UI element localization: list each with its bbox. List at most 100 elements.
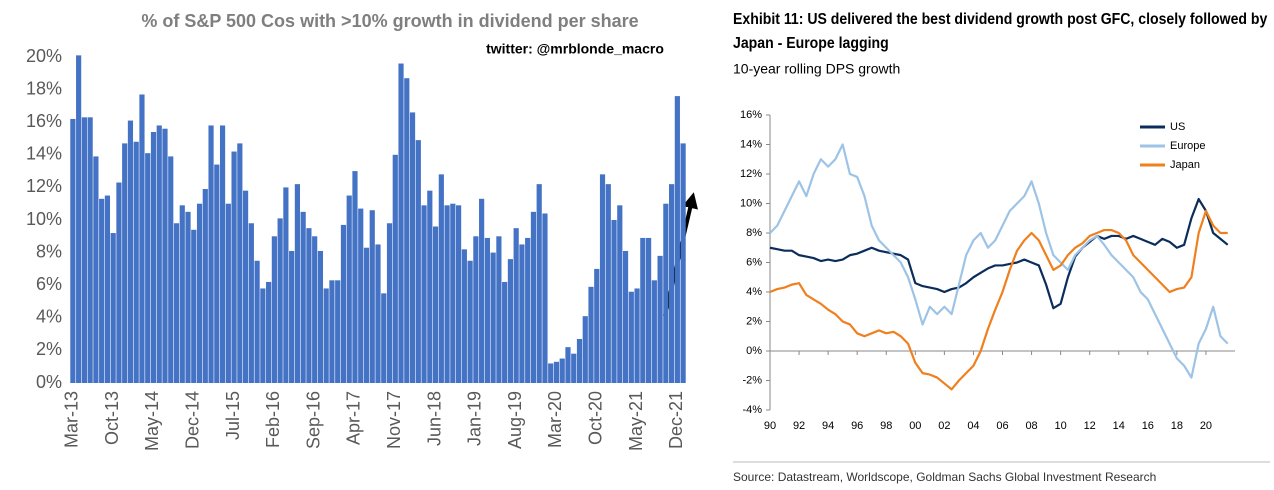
bar: [266, 281, 272, 383]
bar: [104, 195, 111, 383]
bar: [513, 228, 519, 383]
x-tick-label: 96: [851, 420, 863, 432]
x-tick-label: Oct-20: [586, 391, 606, 445]
bar: [185, 211, 191, 383]
y-tick-label: 20%: [26, 46, 62, 66]
bar: [496, 236, 502, 383]
bar: [352, 171, 358, 383]
line-series: [769, 197, 1229, 310]
bar: [386, 223, 393, 383]
y-tick-label: 16%: [740, 109, 762, 121]
bar: [271, 236, 277, 383]
chart-title: % of S&P 500 Cos with >10% growth in div…: [141, 11, 638, 31]
legend-label: Europe: [1170, 140, 1205, 152]
bar: [306, 228, 312, 383]
bar: [81, 117, 87, 383]
x-tick-label: 12: [1084, 420, 1096, 432]
bar: [548, 363, 554, 383]
bar: [553, 361, 560, 383]
chart-subtitle: 10-year rolling DPS growth: [733, 61, 900, 77]
bar: [191, 229, 197, 383]
bar: [70, 118, 76, 383]
y-tick-label: 10%: [740, 197, 762, 209]
bar: [479, 198, 485, 383]
bar: [300, 211, 306, 383]
x-tick-label: 14: [1113, 420, 1125, 432]
bar: [248, 223, 254, 383]
bar: [490, 252, 496, 383]
y-tick-label: 4%: [746, 286, 762, 298]
bar: [254, 260, 260, 383]
bar: [409, 112, 416, 384]
legend-label: US: [1170, 121, 1185, 133]
bar: [651, 280, 657, 383]
x-tick-label: 20: [1200, 420, 1212, 432]
bar: [214, 164, 220, 383]
bar: [530, 211, 537, 383]
legend-label: Japan: [1170, 159, 1200, 171]
bar: [565, 347, 571, 383]
bar: [404, 78, 410, 383]
bar: [680, 143, 686, 383]
bar: [640, 237, 646, 383]
annotation: twitter: @mrblonde_macro: [486, 41, 664, 57]
line-series: [769, 143, 1229, 379]
bar: [127, 120, 134, 383]
bar: [392, 154, 398, 383]
bar: [93, 156, 99, 383]
bar: [622, 250, 629, 383]
x-tick-label: Sep-16: [303, 391, 323, 449]
bar: [294, 184, 300, 383]
x-tick-label: Mar-13: [62, 391, 82, 448]
x-tick-label: 08: [1025, 420, 1037, 432]
chart-title: Exhibit 11: US delivered the best divide…: [733, 11, 1268, 52]
bar: [415, 140, 421, 383]
y-tick-label: 12%: [740, 168, 762, 180]
bar: [133, 141, 139, 383]
bar: [456, 205, 462, 383]
x-tick-label: Oct-13: [102, 391, 122, 445]
bar: [582, 316, 588, 383]
bar: [289, 250, 295, 383]
y-tick-label: 14%: [26, 144, 62, 164]
bar: [467, 260, 473, 383]
y-tick-label: 8%: [746, 227, 762, 239]
bar: [317, 250, 324, 383]
bar: [525, 237, 531, 383]
x-tick-label: 10: [1055, 420, 1067, 432]
bar: [335, 280, 341, 383]
y-tick-label: 16%: [26, 111, 62, 131]
bar: [116, 182, 122, 383]
x-tick-label: Dec-14: [183, 391, 203, 449]
bar: [381, 293, 387, 383]
bar: [588, 286, 594, 383]
y-tick-label: 12%: [26, 176, 62, 196]
x-tick-label: Nov-17: [384, 391, 404, 449]
x-tick-label: Mar-20: [545, 391, 565, 448]
bar: [438, 174, 444, 383]
bar: [156, 125, 162, 384]
bar: [277, 218, 283, 383]
bar: [375, 244, 381, 383]
bar: [363, 247, 370, 383]
bar: [173, 223, 180, 383]
bar: [358, 208, 364, 383]
bar: [110, 233, 116, 383]
y-tick-label: 6%: [36, 274, 62, 294]
x-tick-label: Apr-17: [344, 391, 364, 445]
y-tick-label: 14%: [740, 138, 762, 150]
bar: [237, 143, 243, 383]
bar: [340, 224, 347, 383]
bar: [507, 259, 514, 383]
x-tick-label: 90: [764, 420, 776, 432]
bar: [162, 128, 168, 383]
x-tick-label: Feb-16: [263, 391, 283, 448]
source: Source: Datastream, Worldscope, Goldman …: [733, 470, 1156, 484]
bar: [150, 131, 157, 383]
x-tick-label: Aug-19: [505, 391, 525, 449]
bar: [669, 184, 675, 383]
bar: [611, 220, 617, 383]
y-tick-label: 2%: [36, 339, 62, 359]
